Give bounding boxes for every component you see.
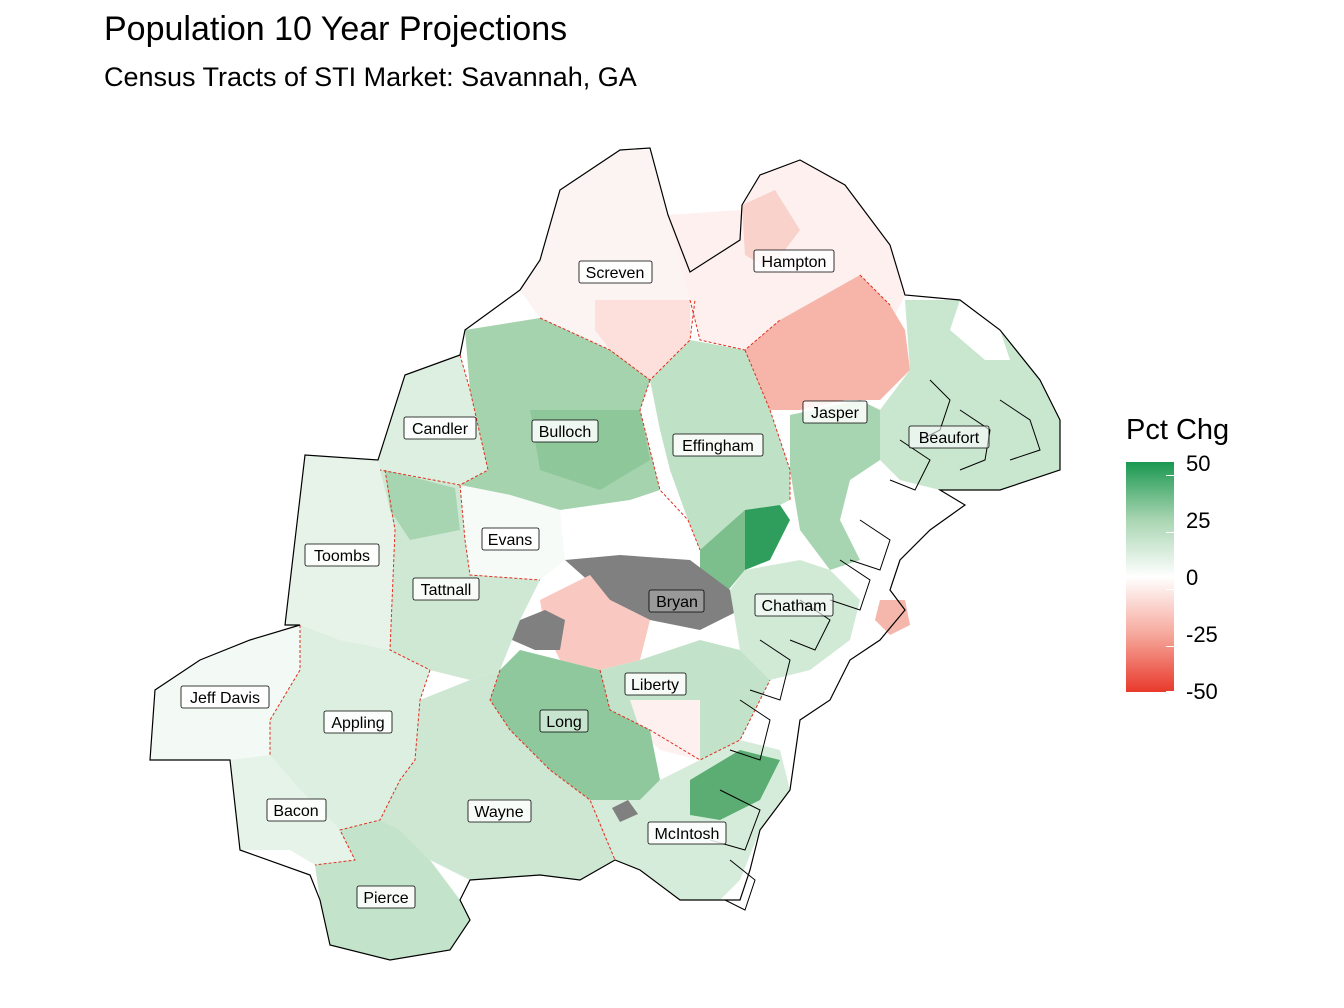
svg-text:Long: Long <box>546 714 582 731</box>
legend-tick-25: 25 <box>1186 508 1211 533</box>
svg-text:Toombs: Toombs <box>314 548 370 565</box>
svg-text:Wayne: Wayne <box>474 804 523 821</box>
county-labels: Screven Hampton Candler Bulloch Effingha… <box>180 249 990 909</box>
label-tattnall[interactable]: Tattnall <box>412 577 480 601</box>
svg-text:Tattnall: Tattnall <box>421 582 472 599</box>
svg-text:Screven: Screven <box>586 265 645 282</box>
tract-mcintosh-coast <box>690 750 780 820</box>
svg-text:Appling: Appling <box>331 715 384 732</box>
label-beaufort[interactable]: Beaufort <box>908 425 990 449</box>
legend-tick-mark <box>1166 532 1174 533</box>
legend-tick-mark <box>1166 475 1174 476</box>
county-boundaries <box>269 274 891 866</box>
label-bulloch[interactable]: Bulloch <box>531 419 599 443</box>
legend-tick-mark <box>1166 691 1174 692</box>
svg-text:Pierce: Pierce <box>363 890 408 907</box>
tract-chatham-east <box>875 600 910 635</box>
svg-text:Liberty: Liberty <box>631 677 679 694</box>
label-appling[interactable]: Appling <box>323 710 393 734</box>
legend-tick-0: 0 <box>1186 565 1199 590</box>
legend-tick-mark <box>1166 589 1174 590</box>
svg-text:Evans: Evans <box>488 532 532 549</box>
tract-bryan-sw <box>540 575 650 670</box>
legend-title: Pct Chg <box>1126 414 1230 446</box>
county-jasper[interactable] <box>745 275 910 410</box>
label-effingham[interactable]: Effingham <box>672 433 764 457</box>
label-mcintosh[interactable]: McIntosh <box>647 821 727 845</box>
county-bryan[interactable] <box>565 555 740 630</box>
label-bryan[interactable]: Bryan <box>648 589 705 613</box>
legend-tick-50: 50 <box>1186 451 1211 476</box>
svg-text:Jeff Davis: Jeff Davis <box>190 690 260 707</box>
legend-color-bar <box>1126 462 1174 692</box>
legend-tick-neg25: -25 <box>1186 622 1218 647</box>
svg-text:Bryan: Bryan <box>656 594 698 611</box>
label-hampton[interactable]: Hampton <box>753 249 835 273</box>
county-chatham[interactable] <box>730 560 860 680</box>
label-jasper[interactable]: Jasper <box>802 400 868 424</box>
svg-text:Bacon: Bacon <box>273 803 318 820</box>
svg-text:Hampton: Hampton <box>762 254 827 271</box>
label-wayne[interactable]: Wayne <box>467 799 532 823</box>
page-subtitle: Census Tracts of STI Market: Savannah, G… <box>104 62 637 92</box>
label-pierce[interactable]: Pierce <box>356 885 416 909</box>
svg-text:Beaufort: Beaufort <box>919 430 980 447</box>
svg-text:Effingham: Effingham <box>682 438 754 455</box>
label-bacon[interactable]: Bacon <box>266 798 327 822</box>
svg-text:Bulloch: Bulloch <box>539 424 591 441</box>
tract-mcintosh-grey <box>612 800 638 822</box>
label-long[interactable]: Long <box>539 709 589 733</box>
label-toombs[interactable]: Toombs <box>304 543 380 567</box>
market-outline <box>149 147 1061 961</box>
label-jeff-davis[interactable]: Jeff Davis <box>180 685 270 709</box>
tract-effingham-se <box>735 505 790 570</box>
county-wayne[interactable] <box>380 670 615 880</box>
tract-liberty-south <box>630 700 700 760</box>
svg-text:Candler: Candler <box>412 421 469 438</box>
label-chatham[interactable]: Chatham <box>754 593 834 617</box>
page-title: Population 10 Year Projections <box>104 10 568 48</box>
label-evans[interactable]: Evans <box>481 527 540 551</box>
county-jasper-south <box>790 400 880 570</box>
svg-text:Jasper: Jasper <box>811 405 860 422</box>
tract-beaufort-coast <box>950 300 1010 360</box>
legend-tick-mark <box>1166 646 1174 647</box>
label-candler[interactable]: Candler <box>403 416 477 440</box>
svg-text:McIntosh: McIntosh <box>655 826 720 843</box>
tract-tattnall-north <box>385 470 460 540</box>
tract-bryan-w <box>512 610 565 650</box>
svg-text:Chatham: Chatham <box>762 598 827 615</box>
label-liberty[interactable]: Liberty <box>624 672 687 696</box>
legend-tick-neg50: -50 <box>1186 679 1218 704</box>
tract-screven-south <box>595 300 690 380</box>
label-screven[interactable]: Screven <box>578 260 653 284</box>
color-legend: Pct Chg 50 25 0 -25 -50 <box>1124 412 1284 712</box>
